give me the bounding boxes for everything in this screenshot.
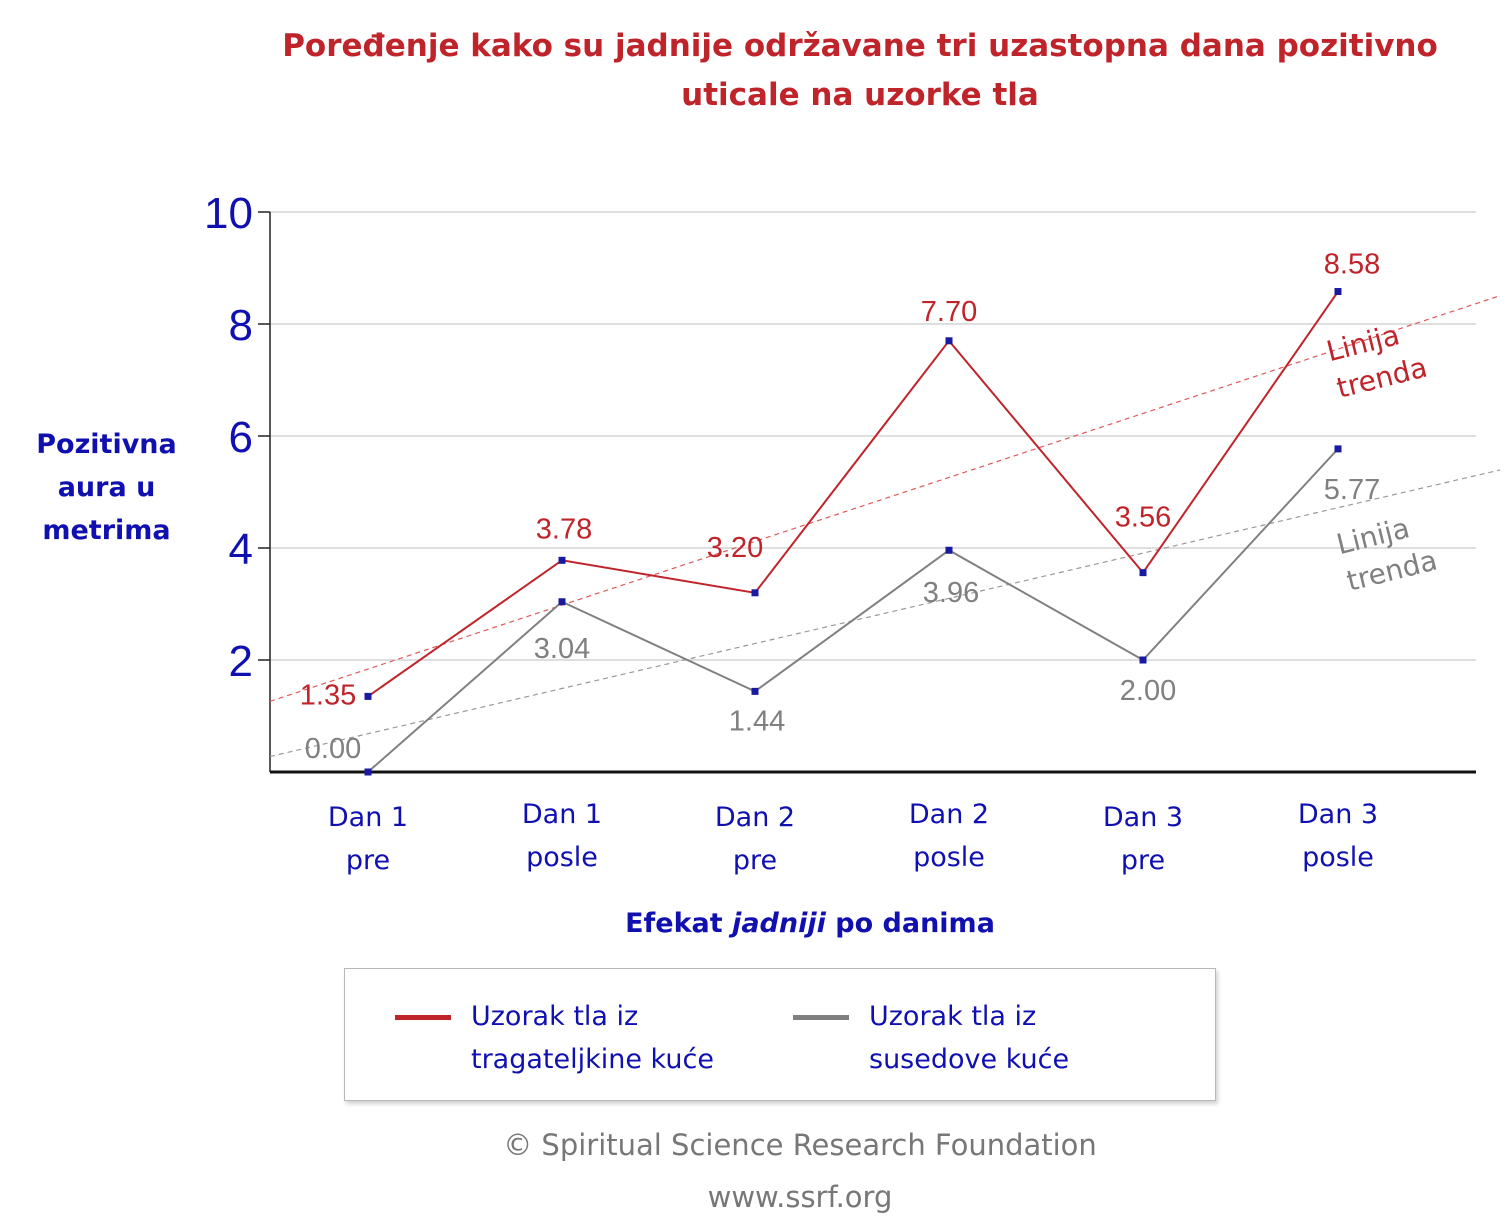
- legend-label-series-2: Uzorak tla iz susedove kuće: [869, 1001, 1070, 1075]
- data-label: 1.44: [729, 705, 785, 737]
- series-line: [367, 290, 1339, 698]
- data-point: [558, 598, 566, 606]
- x-tick-label: Dan 3: [1103, 802, 1183, 833]
- chart-title: Poređenje kako su jadnije održavane tri …: [282, 28, 1438, 113]
- data-label: 2.00: [1120, 675, 1176, 707]
- x-tick-label: posle: [1302, 842, 1374, 873]
- legend: Uzorak tla iz tragateljkine kuće Uzorak …: [344, 968, 1216, 1101]
- data-point: [1139, 656, 1147, 664]
- y-tick-label: 6: [229, 413, 253, 462]
- x-axis-label-part1: Efekat: [625, 908, 733, 939]
- trend-line: [269, 295, 1501, 702]
- data-point: [1139, 569, 1147, 577]
- x-tick-label: Dan 1: [522, 799, 602, 830]
- x-tick-label: pre: [346, 845, 390, 876]
- x-axis-label-italic: jadniji: [732, 908, 826, 939]
- series-line: [367, 448, 1339, 773]
- data-point: [364, 768, 372, 776]
- legend-swatch-gray: [793, 1015, 849, 1020]
- data-point: [751, 687, 759, 695]
- x-tick-label: Dan 1: [328, 802, 408, 833]
- x-tick-label: Dan 2: [715, 802, 795, 833]
- data-label: 3.20: [707, 532, 763, 564]
- data-label: 1.35: [300, 679, 356, 711]
- x-axis-label-part3: po danima: [825, 908, 995, 939]
- y-tick-label: 10: [204, 189, 253, 238]
- y-tick-label: 4: [229, 525, 253, 574]
- data-point: [558, 556, 566, 564]
- copyright-text: © Spiritual Science Research Foundation: [503, 1128, 1097, 1162]
- data-label: 3.78: [536, 513, 592, 545]
- y-axis-label: Pozitivna aura u metrima: [36, 429, 177, 546]
- trend-line: [269, 469, 1501, 758]
- x-tick-label: pre: [733, 845, 777, 876]
- data-point: [751, 589, 759, 597]
- data-point: [945, 337, 953, 345]
- data-point: [945, 546, 953, 554]
- x-tick-label: posle: [913, 842, 985, 873]
- data-point: [1334, 445, 1342, 453]
- data-label: 3.96: [923, 577, 979, 609]
- data-label: 7.70: [921, 296, 977, 328]
- data-label: 0.00: [305, 733, 361, 765]
- y-tick-label: 2: [229, 637, 253, 686]
- legend-item-series-2: Uzorak tla iz susedove kuće: [793, 995, 1159, 1081]
- data-label: 5.77: [1324, 474, 1380, 506]
- legend-swatch-red: [395, 1015, 451, 1020]
- data-label: 8.58: [1324, 249, 1380, 281]
- website-url: www.ssrf.org: [707, 1180, 893, 1214]
- x-tick-label: Dan 3: [1298, 799, 1378, 830]
- data-point: [364, 692, 372, 700]
- x-tick-label: posle: [526, 842, 598, 873]
- legend-label-series-1: Uzorak tla iz tragateljkine kuće: [471, 1001, 714, 1075]
- x-tick-label: Dan 2: [909, 799, 989, 830]
- legend-item-series-1: Uzorak tla iz tragateljkine kuće: [395, 995, 761, 1081]
- y-tick-label: 8: [229, 301, 253, 350]
- data-label: 3.56: [1115, 502, 1171, 534]
- data-point: [1334, 288, 1342, 296]
- data-label: 3.04: [534, 633, 590, 665]
- x-tick-label: pre: [1121, 845, 1165, 876]
- x-axis-label: Efekat jadniji po danima: [490, 908, 1130, 939]
